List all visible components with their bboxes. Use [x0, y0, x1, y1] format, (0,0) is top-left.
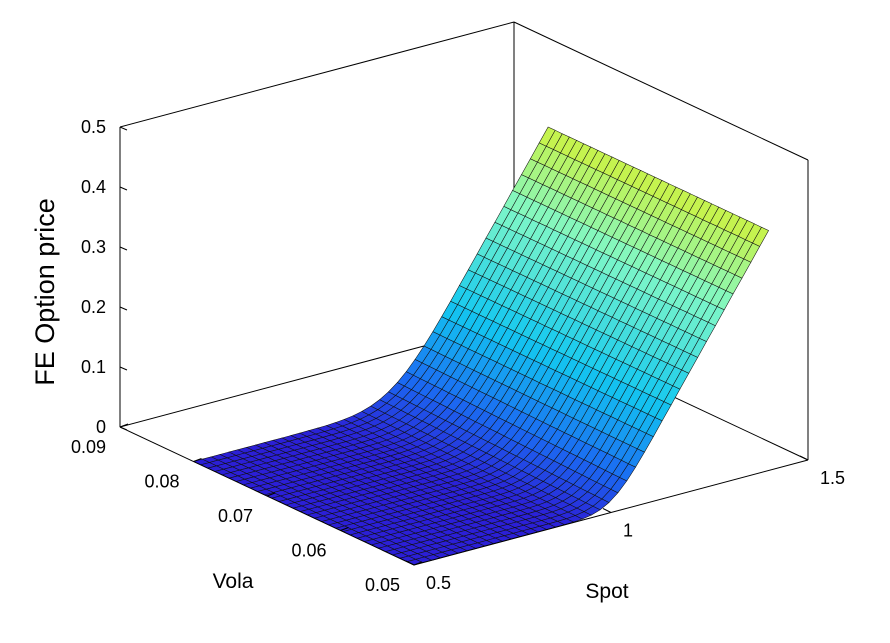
z-tick-mark: [119, 426, 128, 431]
z-tick-mark: [119, 306, 128, 311]
x-axis-label: Spot: [585, 580, 628, 603]
y-tick-mark: [119, 423, 129, 428]
z-tick-label: 0.5: [81, 117, 106, 137]
y-tick-label: 0.06: [291, 541, 326, 561]
y-tick-label: 0.05: [365, 575, 400, 595]
y-tick-label: 0.07: [218, 506, 253, 526]
x-tick-mark: [799, 455, 809, 461]
x-tick-label: 0.5: [426, 573, 451, 593]
y-tick-mark: [340, 527, 349, 531]
y-tick-mark: [193, 458, 202, 462]
box-edge: [513, 21, 809, 161]
z-tick-label: 0.2: [81, 297, 106, 317]
z-tick-mark: [119, 186, 128, 191]
z-tick-label: 0.4: [81, 177, 106, 197]
y-tick-label: 0.08: [144, 472, 179, 492]
tick-labels: 0 0.1 0.2 0.3 0.4 0.5 0.05 0.06 0.07 0.08 0.09 0.5 1…: [71, 117, 845, 595]
box-edge: [119, 21, 515, 128]
y-tick-label: 0.09: [71, 437, 106, 457]
z-tick-label: 0.1: [81, 357, 106, 377]
z-tick-mark: [119, 366, 128, 371]
x-tick-label: 1.5: [820, 468, 845, 488]
surface-patch: [752, 226, 769, 247]
x-tick-mark: [602, 508, 612, 513]
y-tick-mark: [413, 561, 423, 566]
y-axis-label: Vola: [213, 570, 254, 593]
z-tick-mark: [119, 126, 128, 131]
option-price-surface: [192, 126, 769, 566]
x-tick-label: 1: [623, 521, 633, 541]
z-tick-mark: [119, 246, 128, 251]
z-tick-label: 0: [96, 417, 106, 437]
z-axis-label: FE Option price: [30, 198, 60, 386]
y-tick-mark: [266, 492, 276, 497]
x-tick-mark: [405, 560, 415, 566]
z-tick-label: 0.3: [81, 237, 106, 257]
